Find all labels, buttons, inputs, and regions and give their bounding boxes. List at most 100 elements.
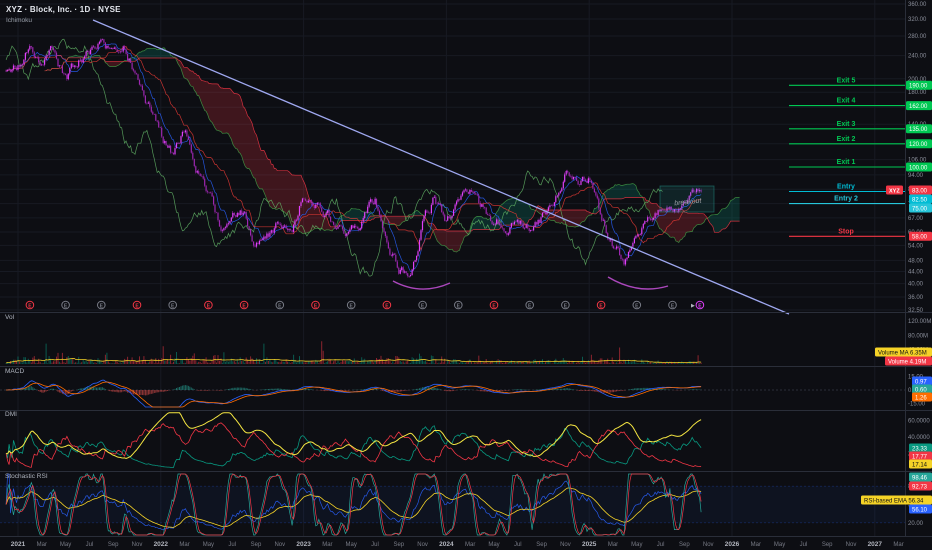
axis-badge-value[interactable]: 56.10 <box>912 507 928 513</box>
earnings-marker-icon[interactable] <box>695 300 705 310</box>
stoch-rsi-pane-title[interactable]: Stochastic RSI <box>5 473 48 480</box>
time-axis-month[interactable]: Jul <box>800 542 808 548</box>
axis-badge-value[interactable]: 58.00 <box>912 235 928 241</box>
time-axis-month[interactable]: May <box>203 542 214 548</box>
symbol-price-tag-text[interactable]: XYZ <box>889 188 900 194</box>
macd-pane-title[interactable]: MACD <box>5 368 25 375</box>
time-axis-month[interactable]: Jul <box>86 542 94 548</box>
axis-badge-value[interactable]: 23.33 <box>912 446 928 452</box>
time-axis-year[interactable]: 2022 <box>154 541 169 548</box>
time-axis-month[interactable]: Sep <box>536 542 547 548</box>
axis-badge[interactable] <box>909 443 932 453</box>
earnings-marker-icon[interactable] <box>668 300 677 310</box>
earnings-marker-icon[interactable] <box>97 300 106 310</box>
earnings-marker-letter[interactable]: E <box>698 303 702 309</box>
axis-badge[interactable] <box>906 101 932 111</box>
arc-drawing-1[interactable] <box>392 280 451 290</box>
time-axis-month[interactable]: May <box>774 542 785 548</box>
axis-badge-value[interactable]: RSI-based EMA 56.34 <box>864 498 924 504</box>
level-label-exit-1[interactable]: Exit 1 <box>837 159 856 166</box>
earnings-marker-icon[interactable] <box>454 300 463 310</box>
time-axis-year[interactable]: 2024 <box>439 541 454 548</box>
time-axis-month[interactable]: Nov <box>846 542 857 548</box>
level-label-stop[interactable]: Stop <box>838 228 854 235</box>
earnings-marker-icon[interactable] <box>525 300 535 310</box>
earnings-marker-letter[interactable]: E <box>385 303 389 309</box>
earnings-marker-icon[interactable] <box>239 300 249 310</box>
time-axis-month[interactable]: May <box>631 542 642 548</box>
earnings-marker-letter[interactable]: E <box>207 303 211 309</box>
time-axis-year[interactable]: 2027 <box>868 541 883 548</box>
earnings-marker-letter[interactable]: E <box>421 303 425 309</box>
arc-drawing-2[interactable] <box>607 276 669 290</box>
time-axis-year[interactable]: 2025 <box>582 541 597 548</box>
symbol-price-tag[interactable] <box>886 185 903 195</box>
axis-badge[interactable] <box>906 80 932 90</box>
earnings-marker-letter[interactable]: E <box>528 303 532 309</box>
volume-pane-title[interactable]: Vol <box>5 314 15 321</box>
earnings-marker-icon[interactable] <box>418 300 427 310</box>
axis-badge[interactable] <box>909 451 932 461</box>
axis-badge[interactable] <box>909 481 932 491</box>
earnings-marker-icon[interactable] <box>382 300 392 310</box>
earnings-marker-icon[interactable] <box>346 300 356 310</box>
axis-badge[interactable] <box>909 472 932 482</box>
axis-badge-value[interactable]: 0.60 <box>915 387 927 393</box>
level-label-exit-4[interactable]: Exit 4 <box>837 98 856 105</box>
axis-badge-value[interactable]: 92.73 <box>912 484 928 490</box>
earnings-marker-letter[interactable]: E <box>457 303 461 309</box>
earnings-marker-letter[interactable]: E <box>278 303 282 309</box>
axis-badge-value[interactable]: 120.00 <box>909 142 928 148</box>
time-axis-month[interactable]: Mar <box>608 542 618 548</box>
earnings-marker-icon[interactable] <box>489 300 499 310</box>
level-label-exit-2[interactable]: Exit 2 <box>837 136 856 143</box>
axis-badge[interactable] <box>875 347 932 357</box>
level-label-exit-5[interactable]: Exit 5 <box>837 77 856 84</box>
level-label-exit-3[interactable]: Exit 3 <box>837 121 856 128</box>
time-axis-month[interactable]: Jul <box>514 542 522 548</box>
time-axis-month[interactable]: Sep <box>393 542 404 548</box>
time-axis-month[interactable]: May <box>488 542 499 548</box>
axis-badge-value[interactable]: 82.50 <box>912 197 928 203</box>
time-axis-year[interactable]: 2021 <box>11 541 26 548</box>
axis-badge-value[interactable]: 162.00 <box>909 104 928 110</box>
earnings-marker-icon[interactable] <box>561 300 570 310</box>
earnings-marker-icon[interactable] <box>25 300 35 310</box>
earnings-marker-letter[interactable]: E <box>564 303 568 309</box>
earnings-marker-icon[interactable] <box>311 300 320 310</box>
time-axis-month[interactable]: Mar <box>179 542 189 548</box>
earnings-marker-icon[interactable] <box>168 300 177 310</box>
axis-badge-value[interactable]: 1.26 <box>915 395 927 401</box>
level-label-entry[interactable]: Entry <box>837 183 855 190</box>
axis-badge-value[interactable]: 75.00 <box>912 206 928 212</box>
axis-badge-value[interactable]: 135.00 <box>909 127 928 133</box>
axis-badge[interactable] <box>861 495 932 505</box>
earnings-marker-letter[interactable]: E <box>64 303 68 309</box>
earnings-marker-letter[interactable]: E <box>635 303 639 309</box>
earnings-marker-letter[interactable]: E <box>492 303 496 309</box>
replay-icon[interactable]: ▶ <box>691 303 695 309</box>
earnings-marker-letter[interactable]: E <box>242 303 246 309</box>
axis-badge-value[interactable]: Volume 4.19M <box>888 359 926 365</box>
time-axis-month[interactable]: Nov <box>560 542 571 548</box>
axis-badge-value[interactable]: 98.46 <box>912 475 928 481</box>
axis-badge[interactable] <box>906 124 932 134</box>
earnings-marker-icon[interactable] <box>632 300 642 310</box>
time-axis-month[interactable]: Mar <box>37 542 47 548</box>
time-axis-month[interactable]: May <box>60 542 71 548</box>
time-axis-month[interactable]: Mar <box>322 542 332 548</box>
time-axis-month[interactable]: Nov <box>274 542 285 548</box>
earnings-marker-letter[interactable]: E <box>350 303 354 309</box>
time-axis-month[interactable]: Mar <box>893 542 903 548</box>
time-axis-month[interactable]: Jul <box>371 542 379 548</box>
time-axis-month[interactable]: Nov <box>417 542 428 548</box>
time-axis-month[interactable]: May <box>346 542 357 548</box>
axis-badge[interactable] <box>909 194 932 204</box>
time-axis-month[interactable]: Sep <box>251 542 262 548</box>
axis-badge-value[interactable]: 83.00 <box>912 188 928 194</box>
dmi-pane-title[interactable]: DMI <box>5 411 17 418</box>
axis-badge-value[interactable]: 17.77 <box>912 454 928 460</box>
earnings-marker-letter[interactable]: E <box>28 303 32 309</box>
axis-badge-value[interactable]: 0.97 <box>915 379 927 385</box>
earnings-marker-letter[interactable]: E <box>171 303 175 309</box>
